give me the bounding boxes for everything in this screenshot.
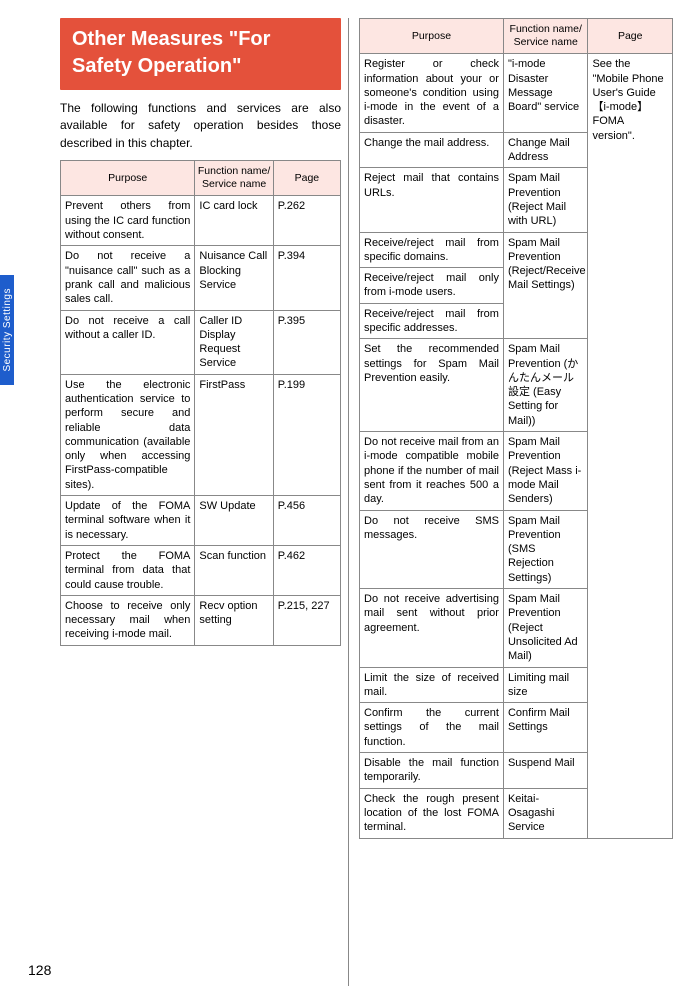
section-heading: Other Measures "For Safety Operation" <box>60 18 341 90</box>
cell-purpose: Use the electronic authentication servic… <box>61 374 195 495</box>
table-row: Do not receive a call without a caller I… <box>61 310 341 374</box>
left-table: Purpose Function name/ Service name Page… <box>60 160 341 646</box>
cell-func: Scan function <box>195 545 273 595</box>
cell-purpose: Choose to receive only necessary mail wh… <box>61 595 195 645</box>
cell-func: Keitai-Osagashi Service <box>503 788 588 838</box>
side-tab-label: Security Settings <box>2 288 13 372</box>
cell-func: Nuisance Call Blocking Service <box>195 246 273 310</box>
th-page: Page <box>588 19 673 54</box>
cell-func: Confirm Mail Settings <box>503 703 588 753</box>
table-row: Update of the FOMA terminal software whe… <box>61 496 341 546</box>
cell-page: See the "Mobile Phone User's Guide 【i-mo… <box>588 54 673 838</box>
cell-func: Suspend Mail <box>503 753 588 789</box>
cell-page: P.462 <box>273 545 340 595</box>
cell-purpose: Do not receive a "nuisance call" such as… <box>61 246 195 310</box>
cell-purpose: Check the rough present location of the … <box>360 788 504 838</box>
cell-purpose: Set the recommended settings for Spam Ma… <box>360 339 504 432</box>
cell-func: FirstPass <box>195 374 273 495</box>
cell-func: Recv option setting <box>195 595 273 645</box>
cell-func: Change Mail Address <box>503 132 588 168</box>
cell-purpose: Limit the size of received mail. <box>360 667 504 703</box>
th-purpose: Purpose <box>360 19 504 54</box>
cell-page: P.262 <box>273 196 340 246</box>
table-header-row: Purpose Function name/ Service name Page <box>61 161 341 196</box>
cell-purpose: Confirm the current settings of the mail… <box>360 703 504 753</box>
table-header-row: Purpose Function name/ Service name Page <box>360 19 673 54</box>
th-page: Page <box>273 161 340 196</box>
cell-purpose: Reject mail that contains URLs. <box>360 168 504 232</box>
cell-page: P.395 <box>273 310 340 374</box>
cell-func: Spam Mail Prevention (SMS Rejection Sett… <box>503 510 588 588</box>
cell-func: Caller ID Display Request Service <box>195 310 273 374</box>
side-tab: Security Settings <box>0 275 14 385</box>
cell-purpose: Receive/reject mail from specific domain… <box>360 232 504 268</box>
page-container: Other Measures "For Safety Operation" Th… <box>0 0 698 996</box>
cell-purpose: Do not receive advertising mail sent wit… <box>360 589 504 667</box>
table-row: Choose to receive only necessary mail wh… <box>61 595 341 645</box>
cell-purpose: Do not receive SMS messages. <box>360 510 504 588</box>
cell-func: SW Update <box>195 496 273 546</box>
th-func: Function name/ Service name <box>195 161 273 196</box>
cell-func: Spam Mail Prevention (Reject Unsolicited… <box>503 589 588 667</box>
cell-purpose: Register or check information about your… <box>360 54 504 132</box>
cell-func: IC card lock <box>195 196 273 246</box>
cell-purpose: Receive/reject mail from specific addres… <box>360 303 504 339</box>
cell-purpose: Change the mail address. <box>360 132 504 168</box>
table-row: Protect the FOMA terminal from data that… <box>61 545 341 595</box>
cell-purpose: Do not receive a call without a caller I… <box>61 310 195 374</box>
table-row: Prevent others from using the IC card fu… <box>61 196 341 246</box>
cell-func: Limiting mail size <box>503 667 588 703</box>
cell-purpose: Receive/reject mail only from i-mode use… <box>360 268 504 304</box>
cell-purpose: Do not receive mail from an i-mode compa… <box>360 432 504 510</box>
table-row: Do not receive a "nuisance call" such as… <box>61 246 341 310</box>
left-column: Other Measures "For Safety Operation" Th… <box>10 18 349 986</box>
cell-purpose: Disable the mail function temporarily. <box>360 753 504 789</box>
th-purpose: Purpose <box>61 161 195 196</box>
table-row: Register or check information about your… <box>360 54 673 132</box>
cell-page: P.215, 227 <box>273 595 340 645</box>
cell-page: P.394 <box>273 246 340 310</box>
cell-purpose: Protect the FOMA terminal from data that… <box>61 545 195 595</box>
right-column: Purpose Function name/ Service name Page… <box>348 18 687 986</box>
cell-page: P.456 <box>273 496 340 546</box>
cell-func: Spam Mail Prevention (Reject/Receive Mai… <box>503 232 588 339</box>
cell-page: P.199 <box>273 374 340 495</box>
th-func: Function name/ Service name <box>503 19 588 54</box>
cell-func: "i-mode Disaster Message Board" service <box>503 54 588 132</box>
cell-func: Spam Mail Prevention (かんたんメール設定 (Easy Se… <box>503 339 588 432</box>
cell-purpose: Update of the FOMA terminal software whe… <box>61 496 195 546</box>
right-table: Purpose Function name/ Service name Page… <box>359 18 673 839</box>
cell-func: Spam Mail Prevention (Reject Mail with U… <box>503 168 588 232</box>
intro-text: The following functions and services are… <box>60 100 341 152</box>
table-row: Use the electronic authentication servic… <box>61 374 341 495</box>
page-number: 128 <box>28 962 51 978</box>
cell-purpose: Prevent others from using the IC card fu… <box>61 196 195 246</box>
cell-func: Spam Mail Prevention (Reject Mass i-mode… <box>503 432 588 510</box>
